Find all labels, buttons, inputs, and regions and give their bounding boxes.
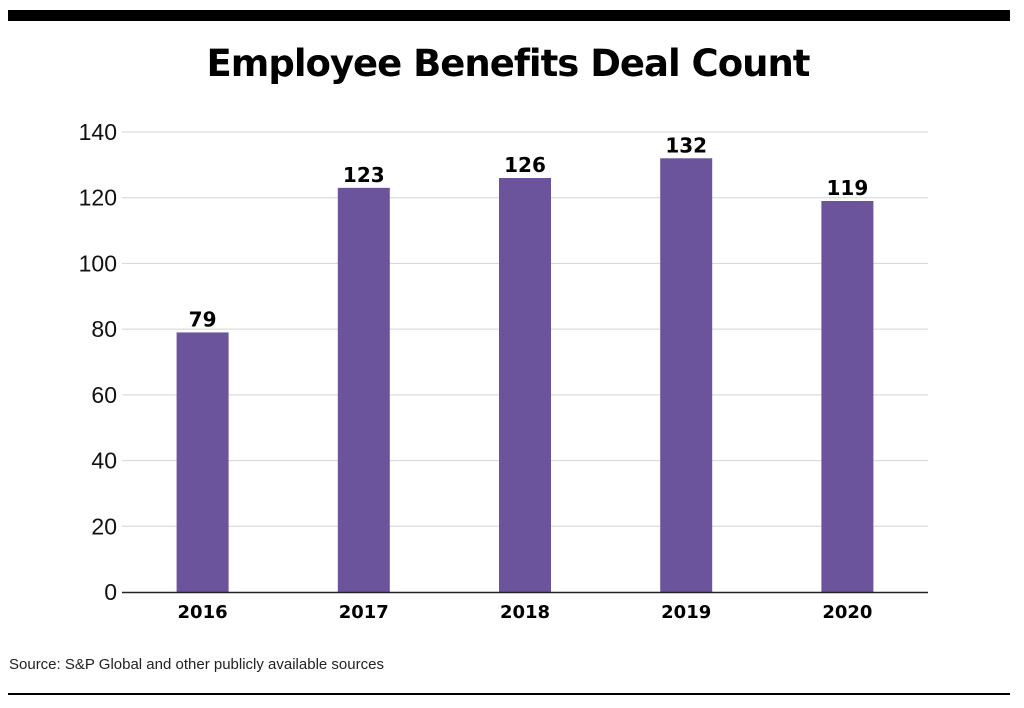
x-tick-label-2018: 2018: [500, 602, 550, 623]
data-label-2017: 123: [343, 163, 385, 187]
x-tick-label-2017: 2017: [339, 602, 389, 623]
y-axis-ticks: 0 20 40 60 80 100 120 140: [79, 119, 117, 605]
bar-2019: [660, 158, 713, 593]
bar-2020: [821, 201, 874, 592]
data-label-2019: 132: [665, 133, 707, 157]
data-label-2020: 119: [827, 176, 869, 200]
x-tick-label-2019: 2019: [661, 602, 711, 623]
data-labels: 79 123 126 132 119: [189, 133, 869, 331]
y-tick-label: 140: [79, 119, 117, 145]
y-tick-label: 40: [91, 448, 117, 474]
y-tick-label: 80: [91, 316, 117, 342]
x-tick-label-2016: 2016: [178, 602, 228, 623]
chart-title: Employee Benefits Deal Count: [206, 42, 811, 85]
x-tick-label-2020: 2020: [822, 602, 872, 623]
source-note: Source: S&P Global and other publicly av…: [9, 656, 384, 673]
top-rule: [8, 10, 1010, 21]
bar-2016: [176, 332, 229, 592]
bar-2018: [499, 178, 551, 592]
y-tick-label: 60: [91, 382, 117, 408]
y-tick-label: 20: [91, 513, 117, 539]
bars: [176, 158, 874, 593]
y-tick-label: 120: [79, 185, 117, 211]
data-label-2016: 79: [189, 307, 217, 331]
bar-2017: [337, 187, 390, 592]
y-tick-label: 0: [104, 579, 117, 605]
y-tick-label: 100: [79, 250, 117, 276]
x-axis-ticks: 2016 2017 2018 2019 2020: [178, 602, 873, 623]
data-label-2018: 126: [504, 153, 546, 177]
bottom-rule: [8, 693, 1010, 695]
